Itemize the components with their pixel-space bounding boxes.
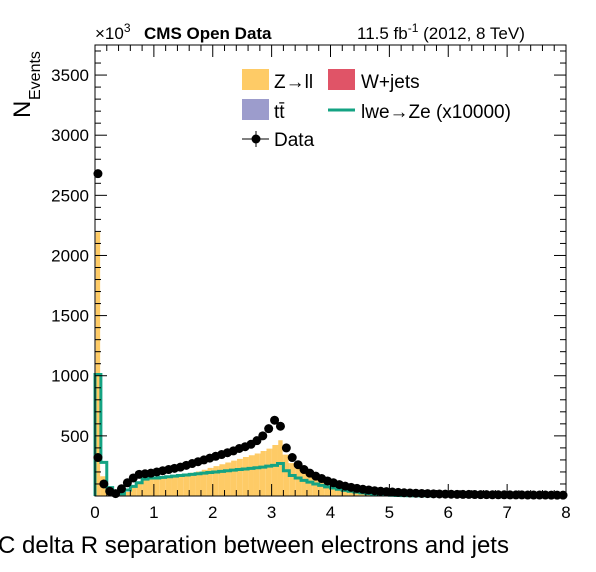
svg-text:Events: Events: [27, 51, 44, 100]
x-tick-label: 2: [208, 503, 217, 522]
data-points: [93, 169, 567, 499]
bar-zll: [148, 478, 154, 496]
bar-zll: [230, 460, 236, 496]
legend-label-zll: Z→ll: [274, 72, 313, 93]
bar-zll: [172, 476, 178, 496]
legend-label-ttbar: tt̄: [274, 102, 285, 123]
y-tick-label: 1500: [51, 307, 89, 326]
bar-zll: [154, 477, 160, 496]
data-point: [264, 424, 273, 433]
legend-label-wjets: W+jets: [361, 72, 420, 93]
y-tick-label: 3000: [51, 126, 89, 145]
legend-swatch-wjets: [328, 69, 355, 90]
y-tick-label: 500: [61, 427, 89, 446]
axis-multiplier: ×103: [95, 21, 131, 43]
x-tick-label: 3: [267, 503, 276, 522]
experiment-label: CMS Open Data: [144, 24, 272, 43]
svg-text:N: N: [9, 101, 36, 118]
bar-zll: [236, 458, 242, 496]
data-point: [276, 422, 285, 431]
data-point: [282, 443, 291, 452]
data-point: [258, 431, 267, 440]
bar-zll: [254, 453, 260, 496]
x-tick-label: 5: [385, 503, 394, 522]
y-tick-label: 2500: [51, 186, 89, 205]
bar-zll: [248, 455, 254, 496]
legend-label-data: Data: [274, 130, 315, 151]
x-tick-label: 7: [502, 503, 511, 522]
bar-zll: [166, 476, 172, 496]
x-tick-label: 8: [561, 503, 570, 522]
bar-zll: [260, 450, 266, 496]
bar-zll: [272, 444, 278, 496]
y-tick-label: 2000: [51, 246, 89, 265]
bar-zll: [266, 448, 272, 496]
bar-zll: [160, 477, 166, 496]
data-point: [288, 453, 297, 462]
stacked-histogram: [95, 231, 566, 496]
legend-label-signal: lwe→Ze (x10000): [361, 102, 511, 123]
legend-swatch-ttbar: [242, 99, 269, 120]
x-tick-label: 0: [90, 503, 99, 522]
y-axis-title: N Events: [9, 51, 44, 118]
luminosity-label: 11.5 fb-1 (2012, 8 TeV): [357, 21, 525, 43]
bar-zll: [219, 464, 225, 496]
y-tick-label: 1000: [51, 367, 89, 386]
x-tick-label: 6: [444, 503, 453, 522]
x-tick-label: 1: [149, 503, 158, 522]
stack-outline: [95, 231, 566, 496]
bar-zll: [242, 456, 248, 496]
x-tick-label: 4: [326, 503, 335, 522]
bar-zll: [225, 462, 231, 496]
legend-swatch-zll: [242, 69, 269, 90]
legend-marker-data: [252, 135, 261, 144]
y-tick-label: 3500: [51, 66, 89, 85]
x-axis-title: C delta R separation between electrons a…: [0, 532, 509, 559]
legend: Z→ll W+jets tt̄ lwe→Ze (x10000) Data: [242, 69, 511, 151]
